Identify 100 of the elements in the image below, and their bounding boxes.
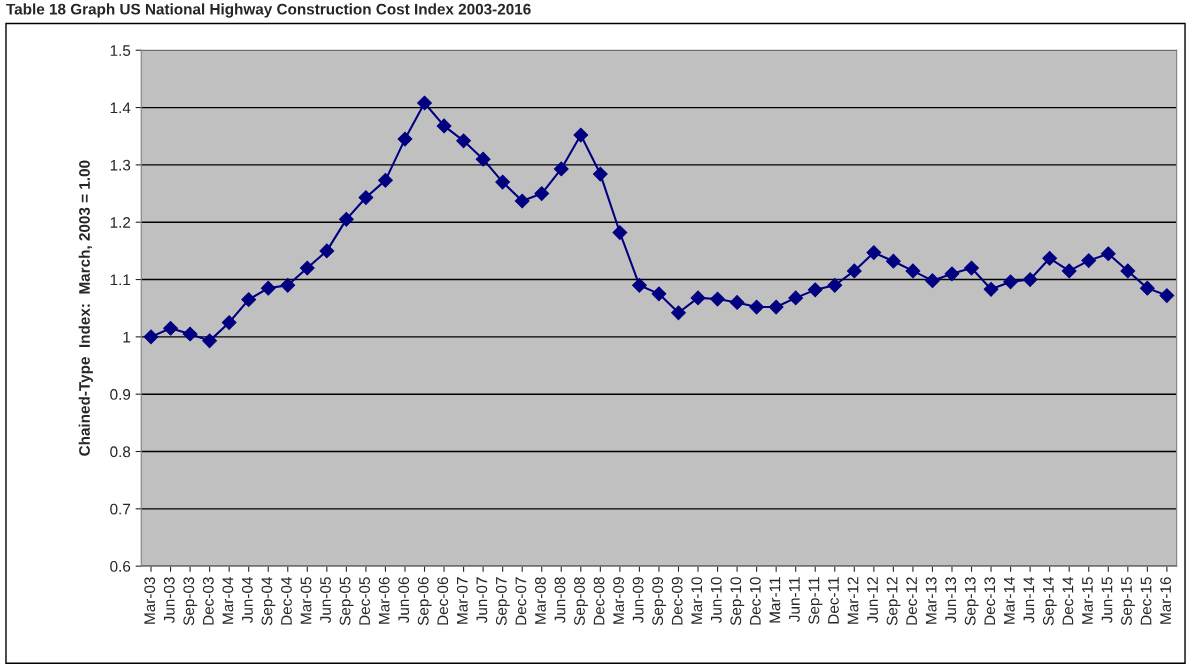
point	[202, 333, 218, 349]
point	[788, 290, 804, 306]
y-tick-label: 1.3	[110, 159, 131, 171]
point	[1120, 263, 1136, 279]
point	[651, 286, 667, 302]
chart-title: Table 18 Graph US National Highway Construction Cost Index 2003-2016	[6, 3, 531, 18]
point	[182, 326, 198, 342]
point	[241, 292, 257, 307]
point	[436, 118, 452, 134]
point	[749, 299, 765, 315]
x-tick-label: Jun-08	[554, 577, 566, 624]
point	[1061, 263, 1077, 279]
x-tick-label: Sep-12	[886, 577, 901, 626]
x-tick-label: Jun-07	[476, 577, 488, 624]
x-tick-label: Mar-07	[456, 577, 468, 624]
x-tick-label: Jun-11	[789, 577, 800, 622]
point	[1159, 288, 1175, 303]
x-tick-label: Mar-06	[378, 577, 390, 624]
point	[964, 260, 979, 276]
y-tick-label: 0.7	[110, 503, 131, 515]
x-tick-label: Mar-13	[925, 577, 937, 624]
point	[495, 174, 511, 190]
y-tick-label: 0.8	[110, 446, 131, 458]
x-tick-label: Dec-03	[202, 577, 214, 625]
point	[378, 172, 393, 188]
point	[456, 133, 471, 149]
y-tick-label: 1.2	[110, 217, 131, 228]
x-tick-label: Dec-06	[437, 577, 449, 625]
x-tick-label: Dec-08	[593, 577, 605, 625]
x-tick-label: Sep-04	[261, 577, 276, 626]
x-tick-label: Mar-08	[535, 577, 546, 624]
point	[1042, 250, 1058, 266]
point	[280, 277, 296, 293]
x-tick-label: Mar-05	[300, 577, 312, 624]
point	[866, 245, 882, 260]
point	[944, 266, 960, 282]
point	[925, 273, 940, 289]
x-tick-label: Jun-05	[320, 577, 331, 624]
x-tick-label: Dec-04	[281, 577, 292, 625]
x-tick-label: Mar-16	[1160, 577, 1171, 624]
x-tick-label: Jun-09	[632, 577, 644, 624]
x-tick-label: Jun-04	[241, 577, 253, 624]
y-tick-label: 0.6	[110, 561, 131, 572]
x-tick-label: Dec-15	[1140, 577, 1152, 625]
y-tick-label: 0.9	[110, 389, 131, 400]
point	[163, 320, 178, 336]
x-tick-label: Jun-10	[710, 577, 722, 624]
y-axis-title: Chained-Type Index: March, 2003 = 1.00	[78, 160, 93, 456]
x-tick-label: Sep-06	[417, 577, 432, 626]
point	[1022, 272, 1038, 287]
point	[612, 225, 628, 240]
x-tick-label: Dec-12	[906, 577, 918, 625]
point	[1139, 280, 1155, 296]
point	[260, 280, 276, 296]
x-tick-label: Jun-13	[945, 577, 957, 624]
point	[358, 190, 374, 205]
point	[221, 315, 237, 330]
point	[1081, 253, 1097, 269]
point	[143, 329, 159, 345]
x-tick-label: Sep-15	[1121, 577, 1135, 626]
x-tick-label: Dec-14	[1062, 577, 1074, 625]
point	[827, 277, 843, 293]
point	[299, 260, 315, 276]
point	[632, 277, 647, 293]
x-tick-label: Dec-11	[828, 577, 839, 624]
y-tick-label: 1.5	[110, 45, 131, 56]
point	[690, 290, 706, 306]
x-tick-label: Dec-10	[749, 577, 761, 625]
point	[417, 95, 432, 111]
y-tick-label: 1.4	[110, 102, 131, 114]
point	[768, 299, 784, 315]
x-tick-label: Mar-03	[144, 577, 156, 624]
x-tick-label: Mar-04	[222, 577, 234, 624]
point	[592, 166, 608, 182]
y-tick-label: 1.1	[110, 274, 131, 286]
x-tick-label: Jun-06	[398, 577, 410, 624]
x-tick-label: Sep-08	[574, 577, 588, 626]
point	[573, 127, 589, 143]
point	[846, 263, 862, 279]
x-tick-label: Sep-07	[495, 577, 510, 626]
point	[1100, 246, 1116, 262]
point	[885, 253, 901, 269]
point	[671, 305, 686, 321]
point	[983, 281, 999, 297]
x-tick-label: Mar-12	[847, 577, 859, 624]
point	[514, 193, 530, 209]
x-tick-label: Jun-03	[163, 577, 175, 624]
x-tick-label: Dec-09	[671, 577, 683, 625]
x-tick-label: Mar-10	[691, 577, 703, 624]
x-tick-label: Dec-05	[359, 577, 371, 625]
point	[534, 186, 550, 201]
x-tick-label: Mar-11	[769, 577, 781, 623]
x-tick-label: Dec-13	[984, 577, 996, 625]
x-tick-label: Sep-03	[183, 577, 198, 626]
point	[807, 282, 823, 298]
point	[475, 151, 491, 167]
x-tick-label: Sep-10	[730, 577, 745, 626]
x-tick-label: Jun-15	[1101, 577, 1113, 624]
y-tick-label: 1	[123, 331, 131, 343]
x-tick-label: Sep-11	[808, 577, 823, 625]
